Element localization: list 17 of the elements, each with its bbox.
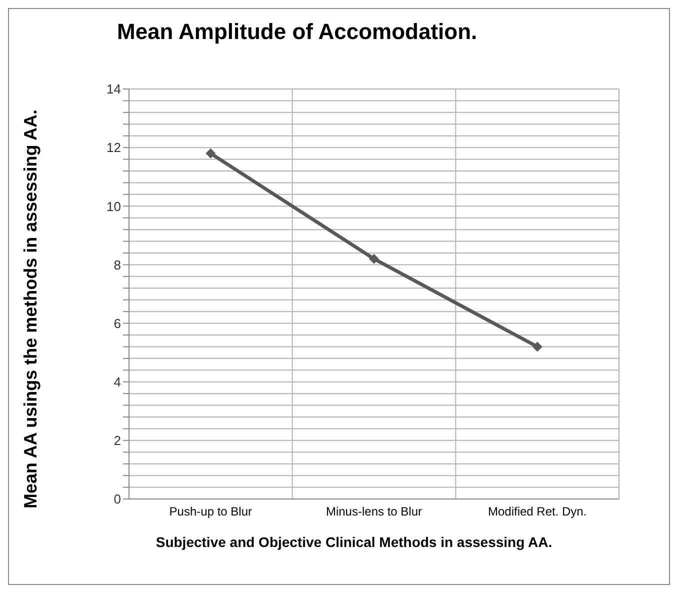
x-tick-label: Push-up to Blur — [169, 504, 252, 519]
y-axis-title: Mean AA usings the methods in assessing AA. — [20, 109, 42, 509]
point — [369, 254, 379, 264]
chart-title: Mean Amplitude of Accomodation. — [117, 19, 478, 45]
y-tick-label: 14 — [106, 82, 121, 97]
x-axis-title: Subjective and Objective Clinical Methods in assessing AA. — [154, 534, 554, 550]
y-tick-label: 0 — [114, 492, 121, 507]
x-tick-label: Minus-lens to Blur — [326, 504, 422, 519]
point — [532, 342, 542, 352]
x-tick-label: Modified Ret. Dyn. — [488, 504, 587, 519]
y-tick-label: 10 — [106, 198, 121, 214]
y-tick-label: 2 — [114, 433, 121, 448]
y-tick-label: 6 — [114, 316, 121, 331]
y-tick-label: 12 — [106, 140, 121, 156]
point — [206, 148, 216, 158]
y-tick-label: 4 — [114, 374, 121, 390]
y-tick-label: 8 — [114, 257, 121, 272]
